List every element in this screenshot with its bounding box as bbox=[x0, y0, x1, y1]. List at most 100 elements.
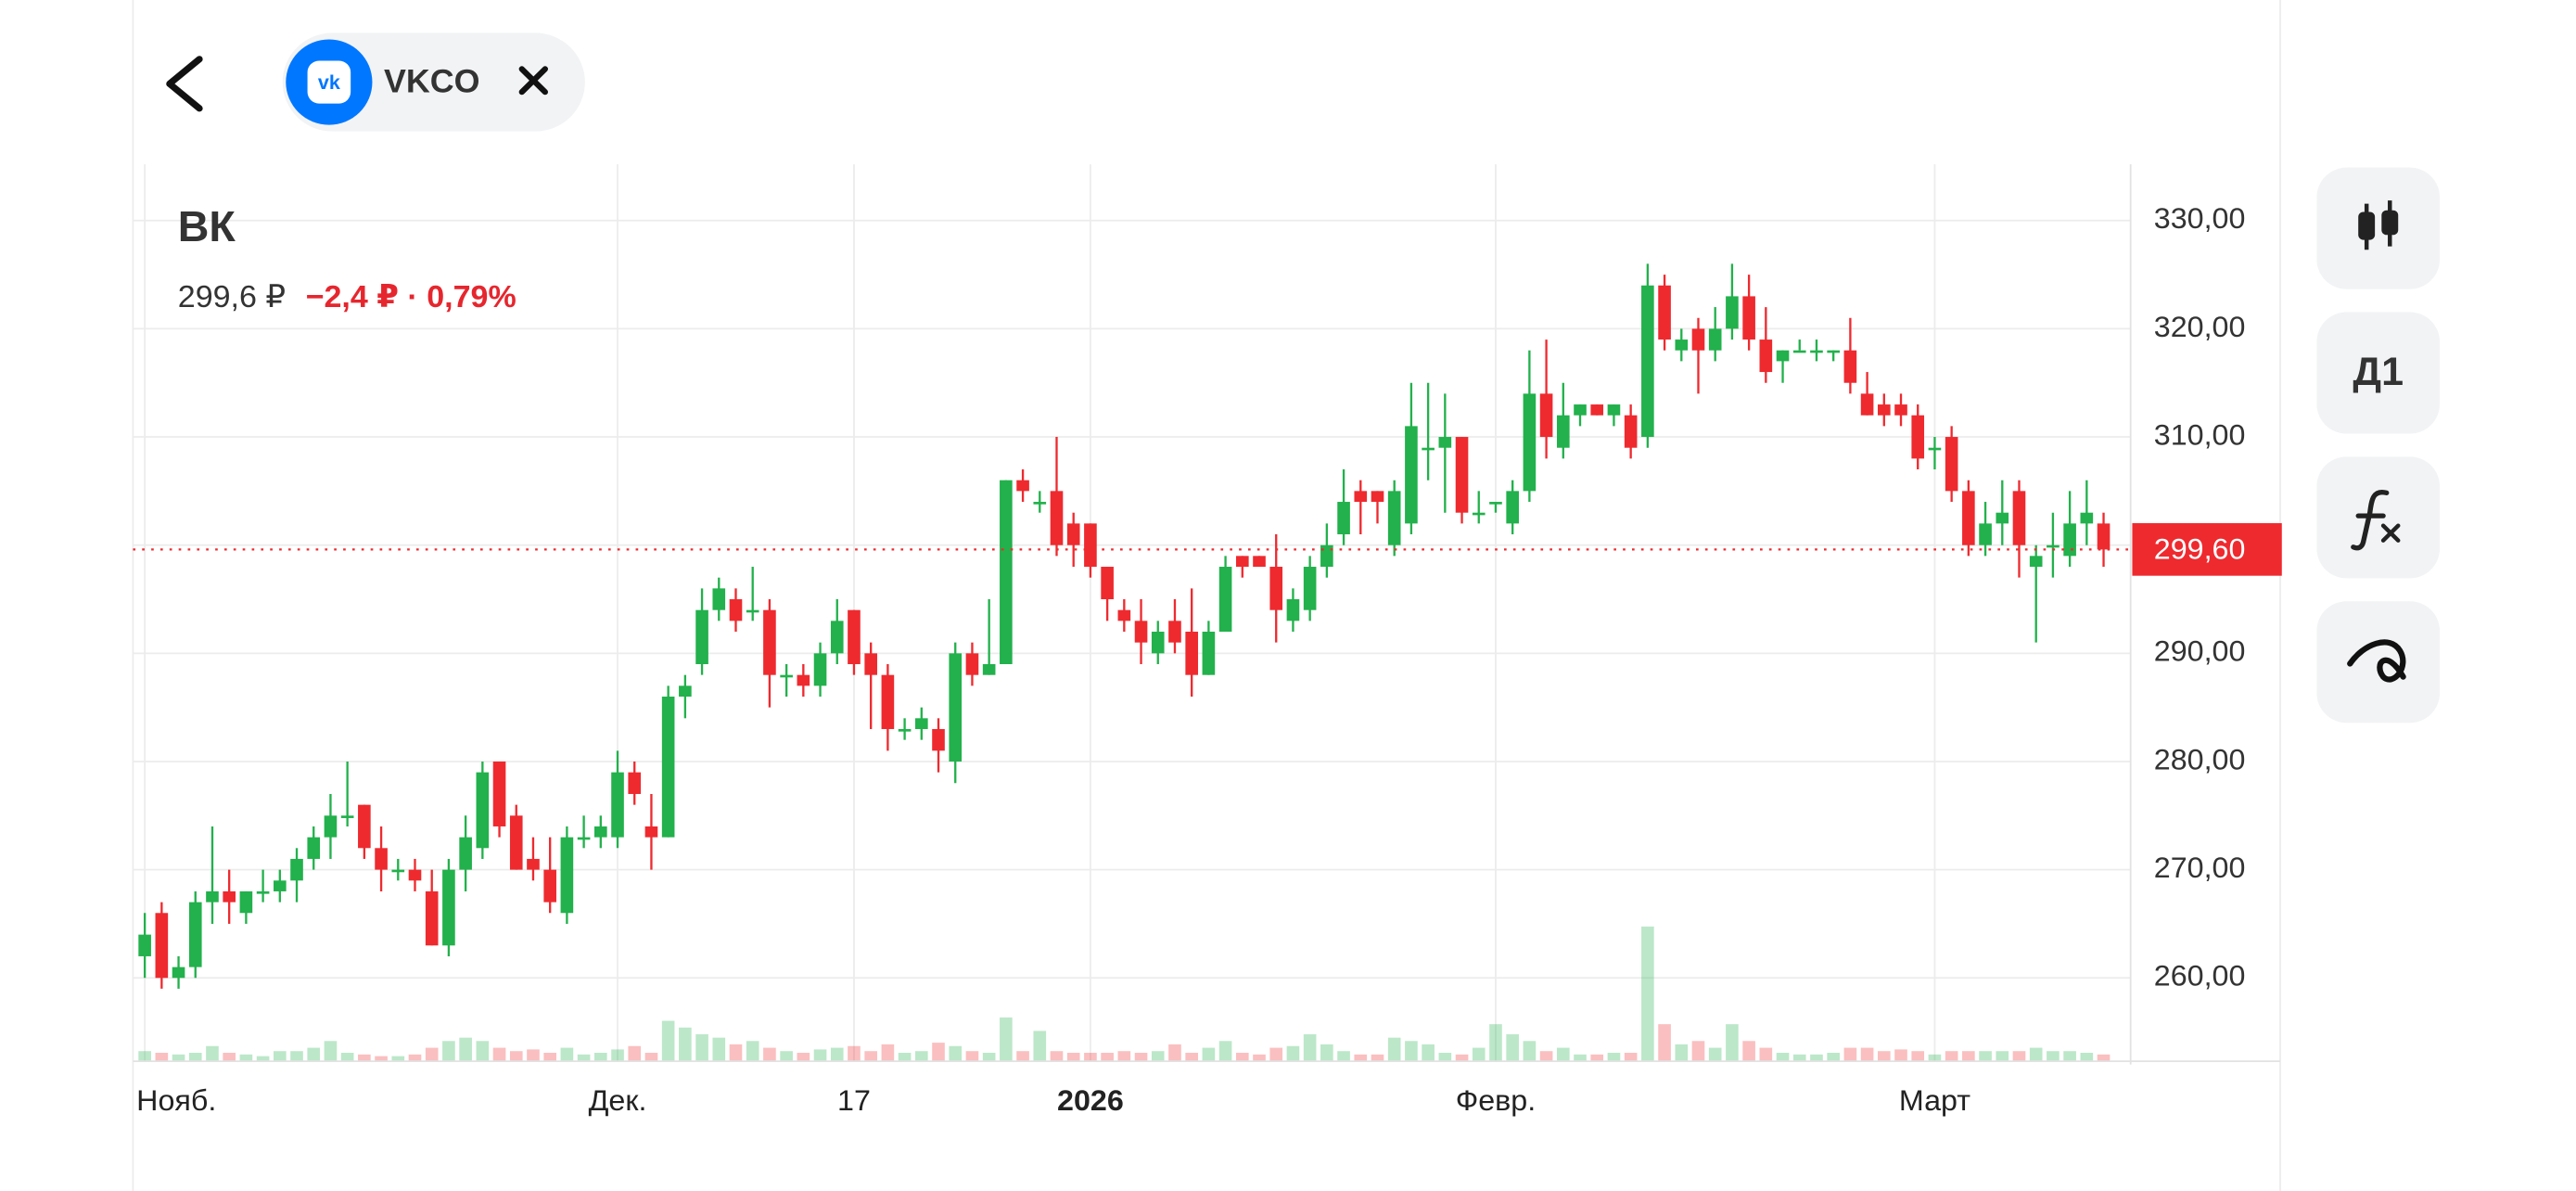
candles-button[interactable] bbox=[2316, 167, 2441, 289]
volume-bar bbox=[1202, 1047, 1216, 1062]
volume-bar bbox=[2047, 1051, 2060, 1062]
candle-body bbox=[611, 772, 624, 838]
candle-body bbox=[1792, 350, 1806, 353]
volume-bar bbox=[1405, 1041, 1418, 1062]
volume-bar bbox=[223, 1053, 236, 1062]
candle-body bbox=[1033, 502, 1047, 505]
volume-bar bbox=[1590, 1054, 1604, 1062]
candle-body bbox=[763, 609, 776, 675]
candle-body bbox=[1422, 447, 1435, 451]
candle-body bbox=[1641, 285, 1654, 438]
candle-body bbox=[898, 728, 912, 732]
candle-body bbox=[797, 674, 810, 686]
candle-body bbox=[2080, 512, 2094, 524]
candle-body bbox=[2012, 491, 2026, 545]
volume-bar bbox=[1168, 1044, 1181, 1062]
candle-body bbox=[1979, 523, 1992, 545]
candle-body bbox=[1269, 567, 1283, 610]
volume-bar bbox=[560, 1047, 574, 1062]
candle-body bbox=[644, 826, 658, 838]
volume-bar bbox=[1877, 1051, 1891, 1062]
volume-bar bbox=[1235, 1053, 1249, 1062]
volume-bar bbox=[1303, 1034, 1317, 1062]
volume-bar bbox=[138, 1051, 151, 1062]
candle-body bbox=[1050, 491, 1064, 545]
volume-bar bbox=[1101, 1053, 1114, 1062]
candle-body bbox=[492, 761, 506, 826]
volume-bar bbox=[982, 1053, 996, 1062]
candle-body bbox=[949, 653, 963, 762]
candle-body bbox=[307, 837, 321, 859]
candle-body bbox=[1962, 491, 1975, 545]
volume-bar bbox=[1050, 1051, 1064, 1062]
volume-bar bbox=[932, 1043, 945, 1062]
close-chip[interactable] bbox=[518, 66, 548, 96]
volume-bar bbox=[1016, 1051, 1029, 1062]
candle-body bbox=[1928, 447, 1942, 451]
candle-body bbox=[2047, 544, 2060, 548]
candle-body bbox=[1320, 544, 1333, 568]
y-tick-label: 280,00 bbox=[2154, 743, 2246, 776]
candle-body bbox=[2097, 523, 2111, 550]
volume-bar bbox=[1387, 1037, 1401, 1062]
candle-body bbox=[1168, 621, 1181, 643]
candle-body bbox=[1354, 491, 1368, 503]
last-price-label: 299,60 bbox=[2154, 532, 2246, 566]
volume-bar bbox=[2097, 1054, 2111, 1062]
volume-bar bbox=[543, 1053, 556, 1062]
candle-body bbox=[239, 890, 253, 914]
volume-bar bbox=[1556, 1047, 1570, 1062]
candle-body bbox=[543, 869, 556, 903]
candle-body bbox=[1084, 523, 1097, 568]
volume-bar bbox=[1066, 1053, 1080, 1062]
volume-bar bbox=[949, 1045, 963, 1062]
candle-body bbox=[1151, 632, 1165, 654]
volume-bar bbox=[1000, 1017, 1013, 1062]
candle-body bbox=[1202, 632, 1216, 675]
candle-body bbox=[1371, 491, 1384, 503]
volume-bar bbox=[340, 1053, 354, 1062]
volume-bar bbox=[1810, 1054, 1823, 1062]
candle-body bbox=[881, 674, 895, 729]
volume-bar bbox=[1523, 1041, 1537, 1062]
volume-bar bbox=[1455, 1054, 1469, 1062]
volume-bar bbox=[1792, 1054, 1806, 1062]
candle-body bbox=[2029, 556, 2043, 568]
toolbar: Д1 bbox=[2316, 167, 2441, 724]
candle-body bbox=[1996, 512, 2009, 524]
period-button[interactable] bbox=[2316, 312, 2441, 434]
ticker: VKCO bbox=[384, 63, 480, 100]
candle-body bbox=[1691, 328, 1705, 351]
volume-bar bbox=[864, 1051, 877, 1062]
last-price-tag bbox=[2132, 523, 2282, 576]
volume-bar bbox=[2012, 1051, 2026, 1062]
candle-body bbox=[577, 837, 591, 840]
volume-bar bbox=[712, 1037, 726, 1062]
candle-body bbox=[1117, 609, 1131, 621]
volume-bar bbox=[661, 1020, 675, 1062]
candle-body bbox=[1675, 339, 1689, 351]
volume-bar bbox=[1472, 1047, 1486, 1062]
candle-body bbox=[408, 869, 422, 881]
volume-bar bbox=[1354, 1054, 1368, 1062]
candle-body bbox=[1337, 502, 1350, 535]
candle-body bbox=[1455, 437, 1469, 513]
volume-bar bbox=[1894, 1049, 1907, 1062]
candle-body bbox=[172, 967, 185, 979]
candle-body bbox=[1387, 491, 1401, 545]
candle-body bbox=[746, 609, 759, 613]
volume-bar bbox=[425, 1047, 439, 1062]
volume-bar bbox=[1151, 1051, 1165, 1062]
candle-body bbox=[1218, 567, 1232, 633]
volume-bar bbox=[274, 1051, 287, 1062]
back-button[interactable] bbox=[166, 56, 203, 112]
candle-body bbox=[1827, 350, 1840, 353]
candle-body bbox=[358, 804, 371, 849]
volume-bar bbox=[577, 1054, 591, 1062]
candle-body bbox=[1303, 567, 1317, 610]
volume-bar bbox=[358, 1054, 371, 1062]
candle-body bbox=[1776, 350, 1790, 362]
volume-bar bbox=[442, 1041, 455, 1062]
x-tick-label: Дек. bbox=[589, 1083, 647, 1117]
